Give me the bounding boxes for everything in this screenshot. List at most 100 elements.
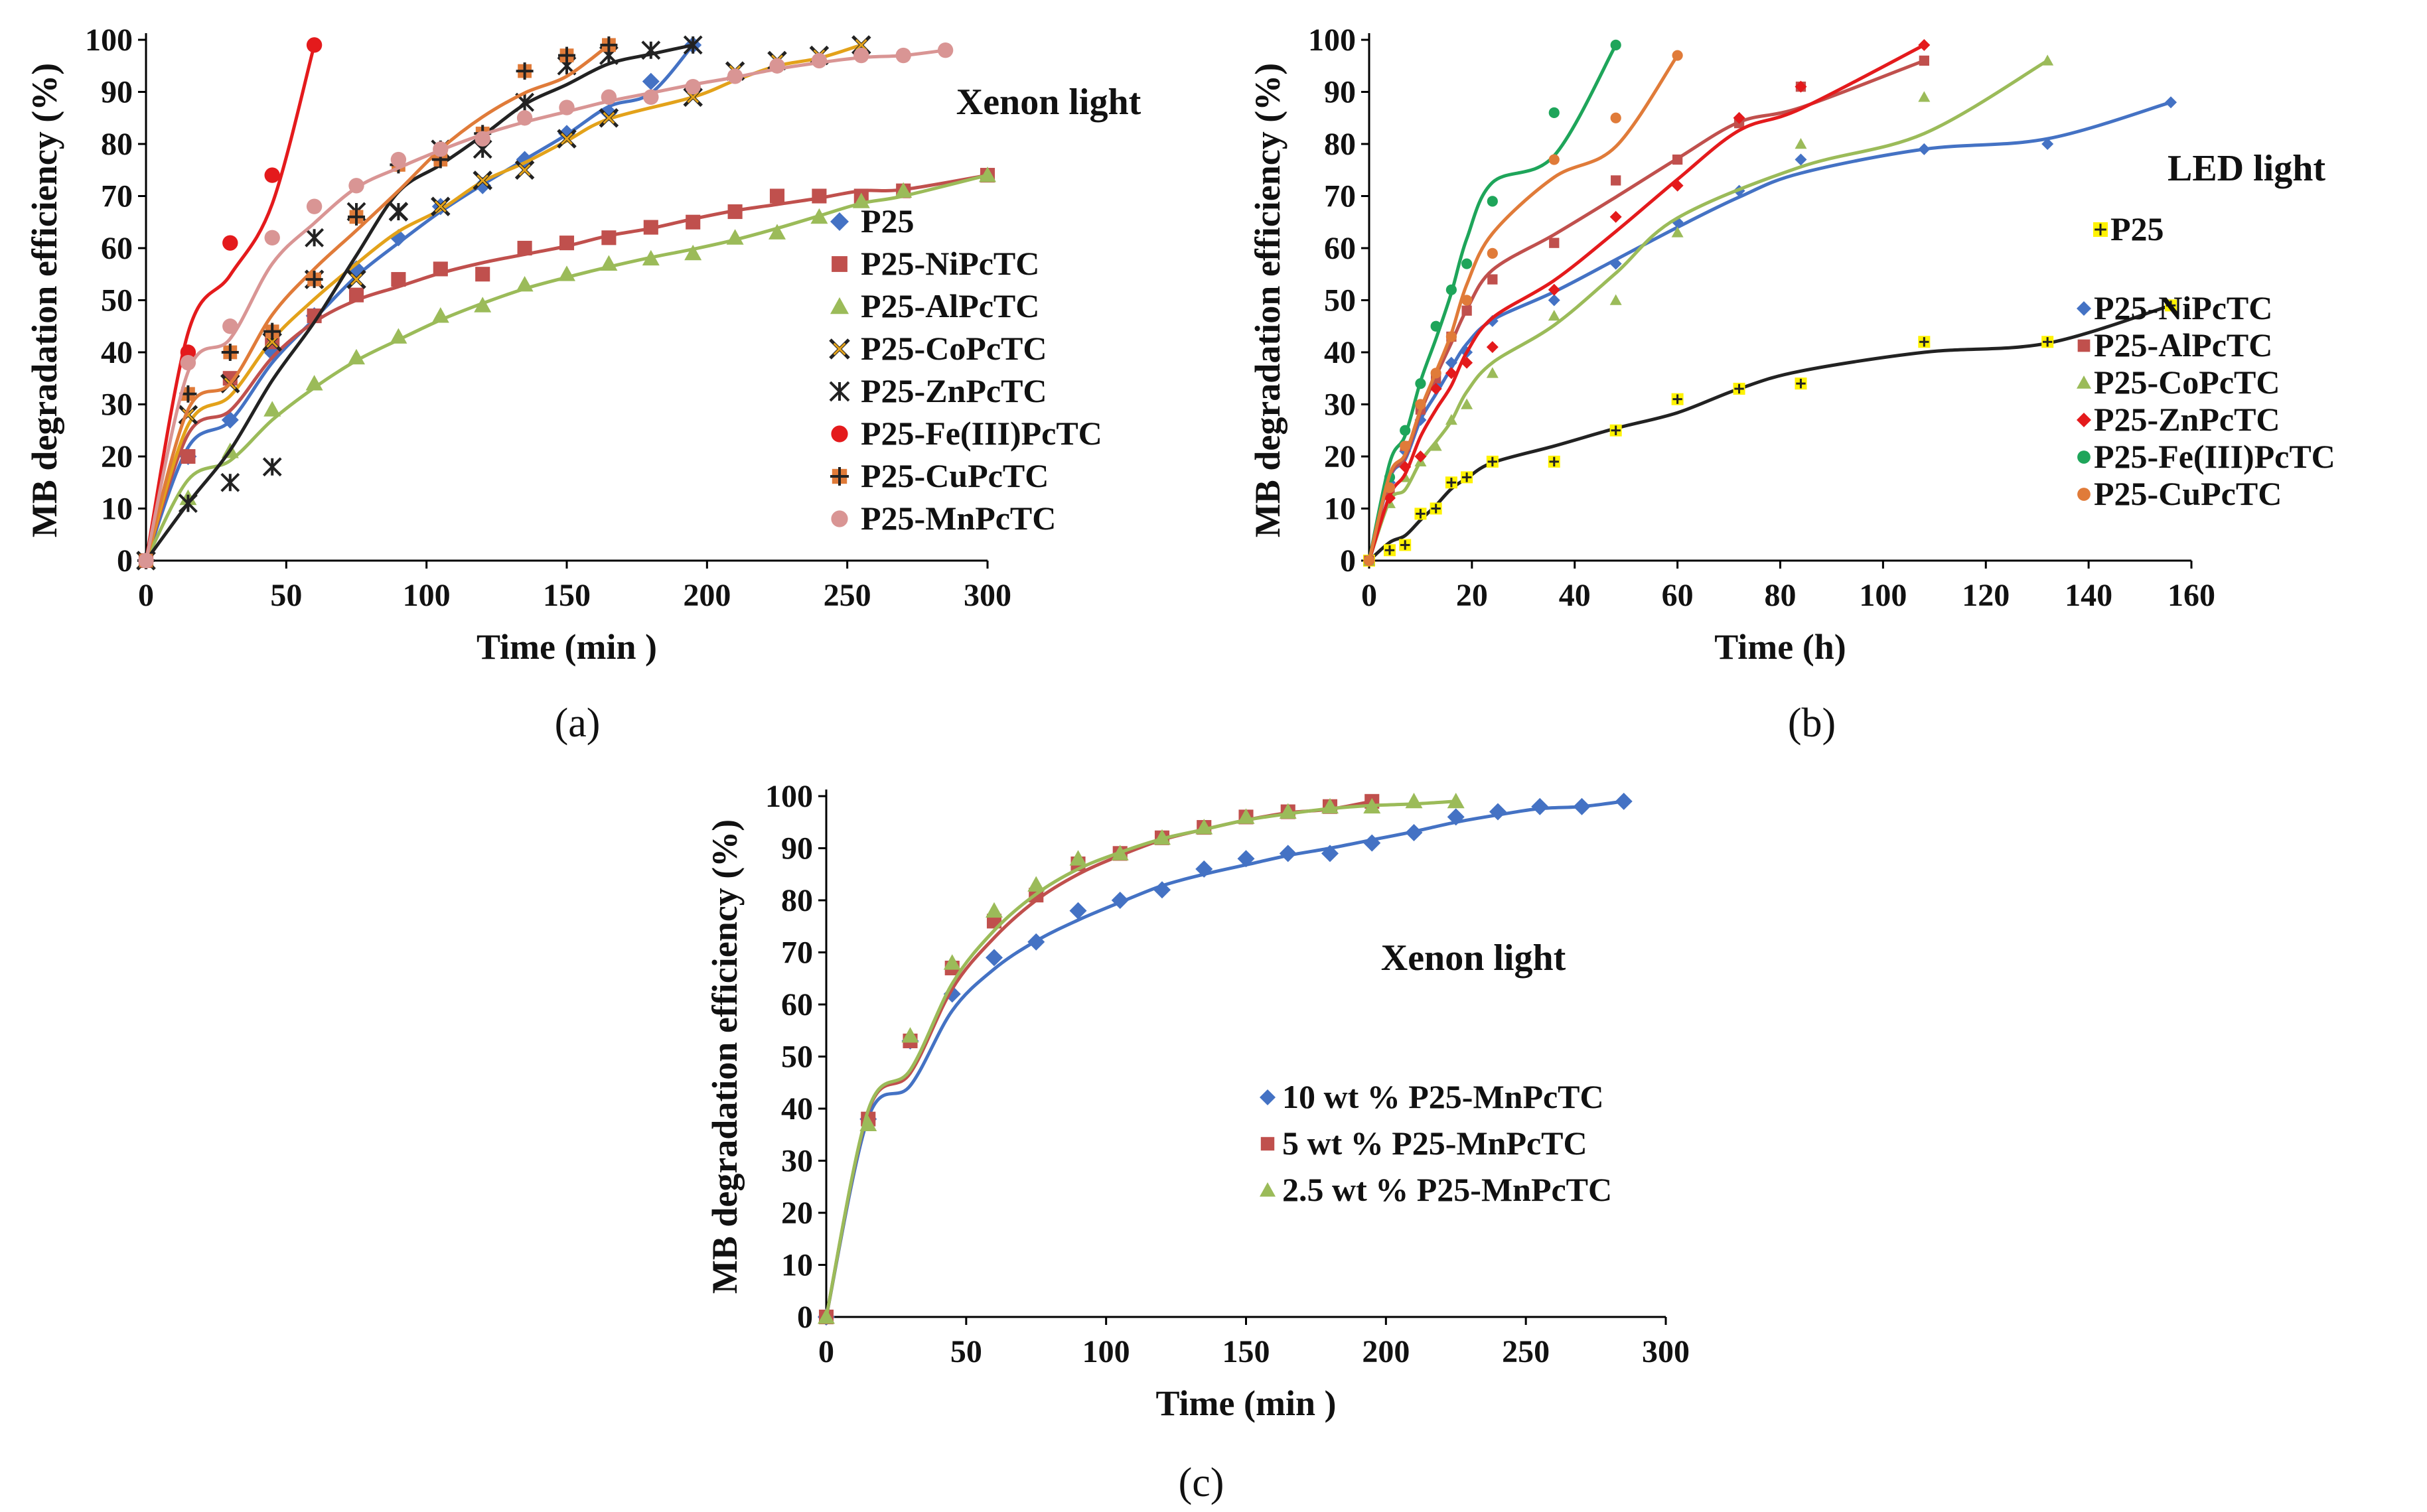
trend-line [144, 48, 948, 563]
data-point [514, 160, 535, 180]
legend-entry: 10 wt % P25-MnPcTC [1260, 1078, 1604, 1115]
data-point [264, 167, 280, 183]
data-point [986, 902, 1003, 918]
data-point [1445, 414, 1457, 425]
marker-stroke [477, 174, 489, 186]
data-point [1447, 792, 1465, 809]
data-point [178, 494, 198, 514]
data-point [1671, 393, 1684, 405]
legend-marker [2077, 376, 2091, 389]
y-tick-label: 50 [101, 283, 133, 318]
marker-stroke [687, 91, 699, 103]
data-point [1027, 933, 1045, 951]
data-point [1195, 860, 1213, 878]
data-point [2041, 54, 2054, 66]
data-point [1069, 850, 1087, 866]
legend-label: P25-CuPcTC [2094, 475, 2282, 512]
data-point [1548, 294, 1560, 307]
data-point [1531, 797, 1549, 815]
data-point [686, 214, 701, 230]
y-tick-label: 20 [781, 1196, 813, 1231]
data-point [1279, 845, 1297, 862]
data-point [1111, 892, 1129, 909]
data-point [1609, 424, 1622, 437]
data-point [1445, 331, 1457, 342]
data-point [1611, 175, 1621, 186]
chart-panel-1: 0 10 20 30 40 50 60 70 80 90 100 0 50 100 150 200 250 300… [25, 23, 1141, 746]
trend-line [1367, 303, 2173, 563]
data-point [1795, 378, 1807, 390]
y-tick-label: 60 [1324, 231, 1356, 266]
y-tick-label: 0 [117, 543, 133, 579]
series-p25-znpctc [1363, 38, 1931, 567]
series-2-5-wt-p25-mnpctc [818, 792, 1465, 1324]
x-tick-label: 140 [2065, 578, 2112, 613]
data-point [559, 236, 575, 251]
data-point [475, 267, 490, 282]
data-point [852, 192, 870, 208]
data-point [986, 949, 1003, 967]
data-point [1279, 803, 1297, 819]
marker-stroke [603, 111, 615, 124]
y-tick-label: 80 [101, 127, 133, 162]
data-point [1610, 39, 1621, 50]
data-point [1609, 210, 1622, 223]
data-point [1399, 539, 1412, 551]
legend-entry: P25-Fe(III)PcTC [2077, 438, 2335, 475]
trend-line [1367, 54, 1680, 563]
data-point [685, 78, 701, 95]
x-axis-label: Time (min ) [477, 627, 657, 667]
data-point [138, 553, 154, 569]
data-point [348, 208, 365, 226]
y-tick-label: 90 [781, 831, 813, 866]
legend-label: P25-AlPcTC [2094, 326, 2272, 364]
data-point [222, 318, 238, 334]
x-tick-label: 0 [818, 1334, 834, 1369]
legend-label: P25-ZnPcTC [2094, 401, 2280, 438]
data-point [600, 36, 618, 54]
legend-label: P25-CoPcTC [2094, 364, 2280, 401]
x-tick-label: 300 [964, 578, 1011, 613]
data-point [1609, 257, 1622, 270]
data-point [306, 198, 323, 214]
data-point [1795, 138, 1807, 149]
data-point [558, 265, 575, 281]
legend-entry: P25-NiPcTC [832, 245, 1039, 282]
series-p25-nipctc [1363, 96, 2177, 567]
data-point [943, 954, 961, 970]
data-point [1795, 153, 1807, 166]
data-point [517, 240, 532, 256]
data-point [1671, 226, 1684, 238]
trend-line [144, 43, 611, 563]
data-point [1383, 492, 1396, 504]
data-point [818, 1308, 835, 1324]
data-point [180, 355, 196, 371]
legend-marker [829, 381, 850, 402]
data-point [727, 204, 743, 220]
legend-marker [2077, 339, 2091, 352]
legend-entry: 5 wt % P25-MnPcTC [1260, 1125, 1587, 1162]
chart-panel-3: 0 10 20 30 40 50 60 70 80 90 100 0 50 100 150 200 250 300… [705, 779, 1690, 1505]
y-tick-label: 30 [101, 387, 133, 423]
light-condition-label: LED light [2168, 148, 2325, 189]
data-point [1384, 482, 1396, 494]
panel-label: (a) [555, 701, 601, 746]
x-axis-label: Time (min ) [1156, 1383, 1337, 1423]
data-point [474, 176, 492, 194]
legend-marker [1260, 1136, 1275, 1151]
legend-label: 5 wt % P25-MnPcTC [1282, 1125, 1587, 1162]
light-condition-label: Xenon light [956, 82, 1141, 123]
trend-line [144, 43, 317, 563]
data-point [2165, 299, 2177, 312]
data-point [1919, 55, 1929, 66]
data-point [1461, 305, 1472, 316]
y-axis-label: MB degradation efficiency (%) [705, 819, 745, 1294]
series-p25-alpctc [137, 167, 996, 568]
data-point [2041, 138, 2054, 150]
data-point [643, 220, 658, 235]
data-point [1461, 356, 1473, 369]
data-point [1548, 283, 1560, 296]
legend-marker [830, 467, 849, 486]
y-tick-label: 0 [1340, 543, 1356, 579]
y-tick-label: 30 [1324, 387, 1356, 423]
